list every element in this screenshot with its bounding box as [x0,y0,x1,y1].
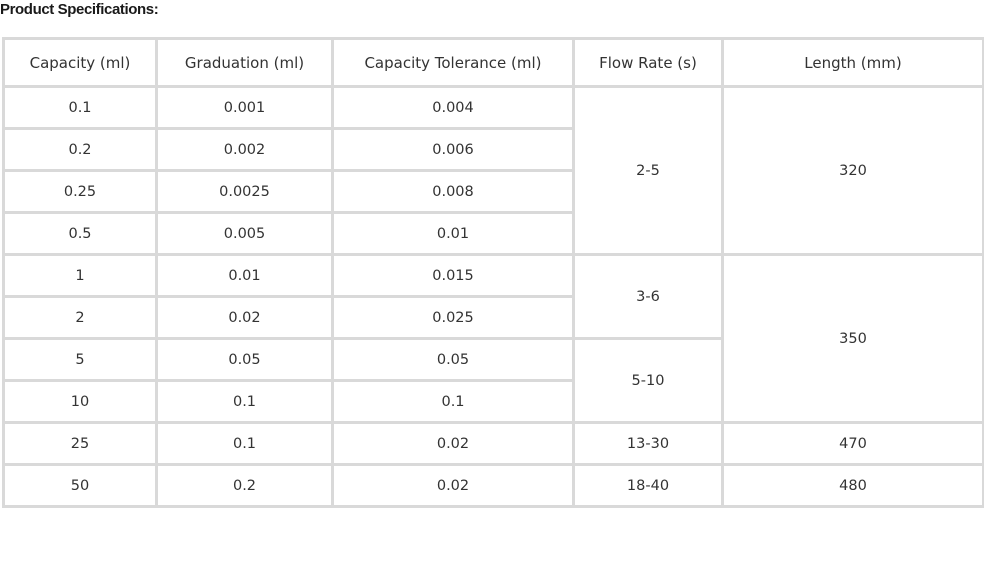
graduation-cell: 0.002 [155,127,334,172]
column-header-graduation: Graduation (ml) [155,37,334,88]
capacity-cell: 0.2 [2,127,158,172]
capacity-cell: 0.25 [2,169,158,214]
capacity-cell: 0.5 [2,211,158,256]
table-row: 0.25 0.0025 0.008 [2,169,984,214]
capacity-cell: 1 [2,253,158,298]
graduation-cell: 0.05 [155,337,334,382]
capacity-cell: 10 [2,379,158,424]
column-header-capacity-tolerance: Capacity Tolerance (ml) [331,37,575,88]
tolerance-cell: 0.015 [331,253,575,298]
column-header-capacity: Capacity (ml) [2,37,158,88]
flow-rate-cell: 13-30 [572,421,724,466]
tolerance-cell: 0.01 [331,211,575,256]
tolerance-cell: 0.008 [331,169,575,214]
graduation-cell: 0.001 [155,85,334,130]
column-header-flow-rate: Flow Rate (s) [572,37,724,88]
graduation-cell: 0.02 [155,295,334,340]
flow-rate-cell: 5-10 [572,337,724,424]
product-specifications-table: Capacity (ml) Graduation (ml) Capacity T… [2,37,984,508]
page-title: Product Specifications: [0,1,159,18]
table-row: 10 0.1 0.1 [2,379,984,424]
column-header-length: Length (mm) [721,37,984,88]
capacity-cell: 25 [2,421,158,466]
length-cell: 350 [721,253,984,424]
flow-rate-cell: 18-40 [572,463,724,508]
graduation-cell: 0.01 [155,253,334,298]
flow-rate-cell: 2-5 [572,85,724,256]
capacity-cell: 0.1 [2,85,158,130]
tolerance-cell: 0.02 [331,421,575,466]
table-row: 50 0.2 0.02 18-40 480 [2,463,984,508]
table-row: 1 0.01 0.015 3-6 350 [2,253,984,424]
table-row: 0.1 0.001 0.004 2-5 320 [2,85,984,256]
length-cell: 470 [721,421,984,466]
length-cell: 320 [721,85,984,256]
capacity-cell: 5 [2,337,158,382]
graduation-cell: 0.2 [155,463,334,508]
tolerance-cell: 0.02 [331,463,575,508]
graduation-cell: 0.1 [155,379,334,424]
table-row: 5 0.05 0.05 5-10 [2,337,984,424]
graduation-cell: 0.1 [155,421,334,466]
capacity-cell: 50 [2,463,158,508]
table-row: 2 0.02 0.025 [2,295,984,340]
length-cell: 480 [721,463,984,508]
table-row: 0.2 0.002 0.006 [2,127,984,172]
graduation-cell: 0.005 [155,211,334,256]
flow-rate-cell: 3-6 [572,253,724,340]
table-header-row: Capacity (ml) Graduation (ml) Capacity T… [2,37,984,88]
tolerance-cell: 0.004 [331,85,575,130]
tolerance-cell: 0.05 [331,337,575,382]
tolerance-cell: 0.006 [331,127,575,172]
tolerance-cell: 0.1 [331,379,575,424]
graduation-cell: 0.0025 [155,169,334,214]
tolerance-cell: 0.025 [331,295,575,340]
table-row: 25 0.1 0.02 13-30 470 [2,421,984,466]
table-row: 0.5 0.005 0.01 [2,211,984,256]
capacity-cell: 2 [2,295,158,340]
